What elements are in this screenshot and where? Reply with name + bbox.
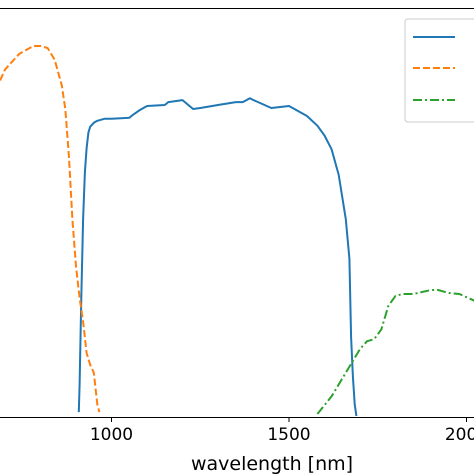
x-ticks: 1000 1500 2000 — [90, 417, 474, 445]
plot-area — [0, 8, 474, 417]
series-layer — [0, 45, 474, 417]
spectrum-line-solid — [77, 97, 358, 417]
x-axis-label: wavelength [nm] — [191, 453, 353, 474]
x-tick-label: 2000 — [445, 425, 474, 445]
x-tick-label: 1500 — [267, 425, 310, 445]
spectrum-line-dashdot — [316, 289, 474, 415]
legend — [404, 18, 474, 123]
legend-box — [404, 18, 474, 123]
x-tick-label: 1000 — [90, 425, 133, 445]
legend-entries — [413, 36, 455, 101]
spectrum-line-dashed — [0, 45, 101, 413]
